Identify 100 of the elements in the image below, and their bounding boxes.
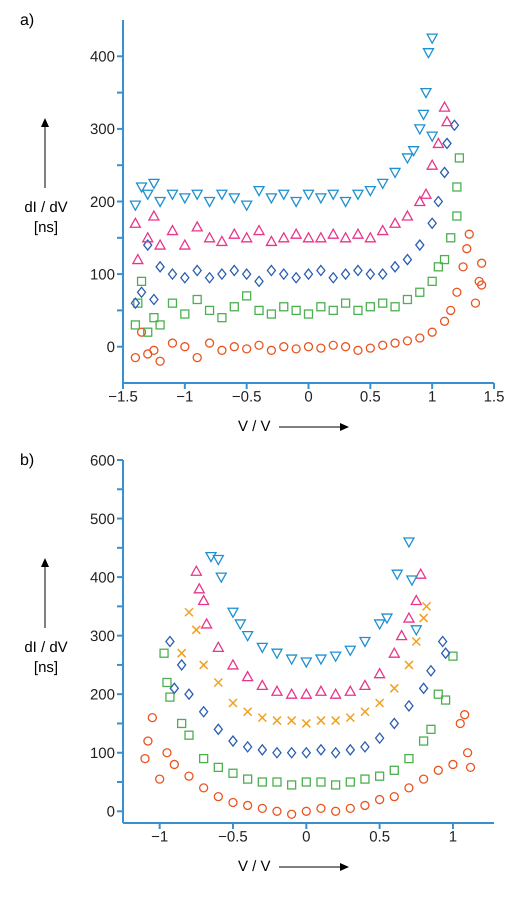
point — [214, 678, 224, 688]
point — [258, 712, 268, 722]
point — [180, 309, 190, 319]
point — [448, 651, 458, 661]
point — [390, 338, 400, 348]
point — [410, 625, 422, 636]
point — [440, 316, 450, 326]
point — [177, 718, 186, 728]
point — [149, 313, 159, 322]
point — [216, 190, 228, 200]
y-tick-label: 600 — [90, 452, 115, 470]
x-tick-label: 0.5 — [360, 388, 381, 406]
point — [266, 236, 278, 246]
point — [230, 264, 239, 276]
point — [149, 346, 159, 355]
point — [404, 700, 414, 712]
point — [272, 747, 282, 758]
point — [241, 232, 252, 242]
point — [254, 306, 264, 316]
point — [242, 707, 252, 717]
point — [404, 660, 414, 670]
point — [199, 754, 208, 764]
point — [410, 594, 422, 606]
point — [168, 268, 178, 280]
point — [286, 780, 296, 790]
point — [230, 342, 239, 352]
point — [346, 744, 355, 756]
point — [241, 200, 252, 211]
point — [300, 688, 312, 699]
point — [204, 196, 216, 208]
chart-title: a) — [20, 12, 34, 30]
x-tick-label: 1.5 — [484, 388, 504, 406]
point — [279, 302, 288, 312]
point — [340, 342, 350, 352]
point — [353, 306, 363, 316]
point — [364, 232, 376, 242]
point — [254, 276, 264, 288]
point — [162, 748, 172, 758]
point — [142, 190, 154, 200]
point — [242, 630, 254, 642]
point — [170, 682, 179, 694]
x-tick-label: −0.5 — [232, 388, 262, 406]
point — [404, 783, 414, 793]
point — [130, 297, 140, 309]
point — [234, 619, 246, 630]
point — [344, 646, 356, 656]
y-tick-label: 100 — [90, 266, 115, 284]
point — [414, 124, 426, 135]
point — [242, 291, 252, 301]
point — [415, 288, 424, 297]
point — [143, 239, 152, 251]
point — [228, 193, 240, 204]
point — [242, 800, 252, 810]
point — [192, 352, 202, 362]
point — [162, 678, 172, 688]
point — [136, 286, 146, 298]
point — [266, 193, 278, 204]
point — [291, 272, 301, 284]
point — [227, 608, 239, 618]
point — [374, 619, 386, 630]
point — [165, 692, 175, 702]
point — [170, 760, 179, 770]
point — [360, 800, 370, 810]
point — [271, 648, 283, 659]
point — [230, 302, 239, 312]
point — [418, 774, 428, 784]
point — [256, 680, 268, 690]
point — [180, 272, 190, 284]
x-tick-label: 1 — [428, 388, 436, 406]
point — [214, 792, 223, 802]
point — [155, 320, 165, 330]
point — [136, 182, 148, 193]
point — [402, 153, 414, 164]
point — [364, 186, 376, 196]
point — [176, 648, 186, 658]
y-tick-label: 0 — [106, 804, 115, 821]
point — [272, 716, 282, 726]
point — [458, 262, 468, 272]
point — [154, 196, 166, 208]
point — [198, 594, 210, 606]
point — [142, 232, 154, 242]
point — [154, 239, 166, 250]
point — [330, 806, 340, 816]
point — [414, 196, 426, 206]
point — [389, 218, 401, 228]
point — [360, 774, 370, 784]
point — [476, 258, 486, 268]
point — [452, 211, 462, 221]
point — [390, 302, 400, 312]
point — [388, 648, 400, 658]
point — [130, 200, 142, 211]
point — [446, 306, 456, 316]
point — [199, 706, 208, 718]
point — [438, 636, 448, 648]
point — [253, 186, 265, 196]
point — [412, 636, 422, 646]
point — [426, 665, 436, 676]
point — [214, 724, 223, 735]
point — [434, 690, 443, 699]
point — [418, 682, 428, 694]
